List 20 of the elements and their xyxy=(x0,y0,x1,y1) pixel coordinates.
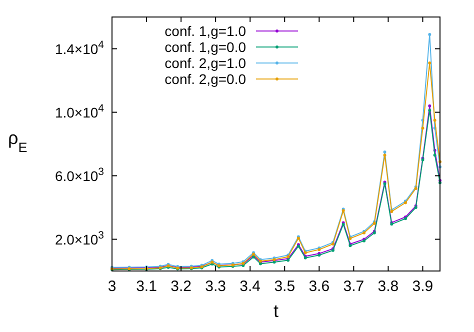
x-tick-label: 3.8 xyxy=(378,278,399,295)
x-tick-label: 3.5 xyxy=(274,278,296,295)
x-tick-label: 3.3 xyxy=(205,278,226,295)
x-tick-label: 3 xyxy=(108,278,116,295)
y-tick-label: 1.0×10$^{4}$ xyxy=(54,102,104,120)
x-tick-label: 3.7 xyxy=(343,278,364,295)
legend-label: conf. 2,g=1.0 xyxy=(164,55,246,71)
x-tick-label: 3.6 xyxy=(308,278,330,295)
x-axis-title: t xyxy=(273,301,279,321)
x-tick-label: 3.2 xyxy=(170,278,192,295)
x-tick-label: 3.4 xyxy=(240,278,261,295)
x-tick-label: 3.9 xyxy=(412,278,434,295)
y-axis-title: ρ$_{E}$ xyxy=(8,128,28,154)
y-tick-label: 1.4×10$^{4}$ xyxy=(54,38,104,57)
legend-label: conf. 2,g=0.0 xyxy=(164,71,246,87)
y-tick-label: 2.0×10$^{3}$ xyxy=(54,229,104,248)
legend-label: conf. 1,g=0.0 xyxy=(164,39,246,55)
legend-label: conf. 1,g=1.0 xyxy=(164,23,246,39)
x-tick-label: 3.1 xyxy=(136,278,157,295)
y-tick-label: 6.0×10$^{3}$ xyxy=(54,166,104,184)
